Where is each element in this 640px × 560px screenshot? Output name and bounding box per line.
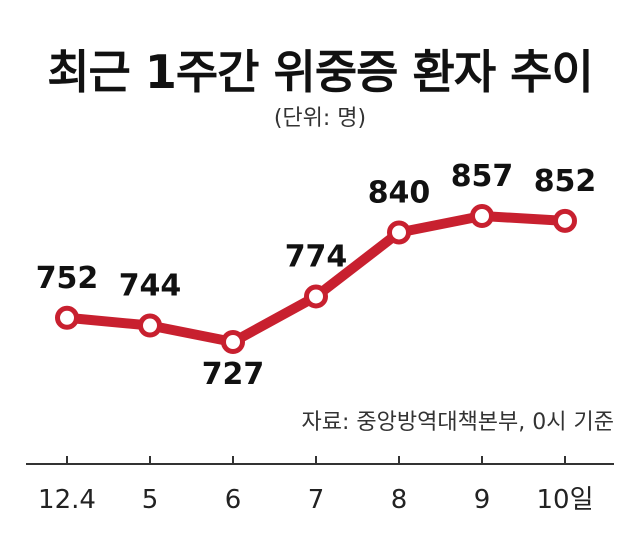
x-tick-label: 12.4 [38,485,96,515]
data-point-marker [221,330,245,354]
data-point-marker [55,305,79,330]
data-point-marker [387,220,411,245]
data-point-marker [553,208,577,233]
data-value-label: 840 [368,175,431,210]
data-value-label: 857 [451,159,514,194]
x-tick-label: 6 [225,485,242,515]
data-value-label: 774 [285,239,348,274]
data-value-label: 744 [119,269,182,304]
data-value-label: 852 [534,164,597,199]
data-value-label: 752 [36,261,99,296]
source-note: 자료: 중앙방역대책본부, 0시 기준 [301,410,614,435]
x-tick-label: 10일 [536,485,593,515]
x-tick-label: 5 [142,485,159,515]
data-point-marker [470,204,494,228]
unit-label: (단위: 명) [273,106,367,131]
chart-title: 최근 1주간 위중증 환자 추이 [47,45,594,99]
x-tick-label: 8 [391,485,408,515]
data-point-marker [138,313,162,338]
data-value-label: 727 [202,357,265,392]
x-tick-label: 9 [474,485,491,515]
x-tick-label: 7 [308,485,325,515]
data-point-marker [304,284,328,309]
